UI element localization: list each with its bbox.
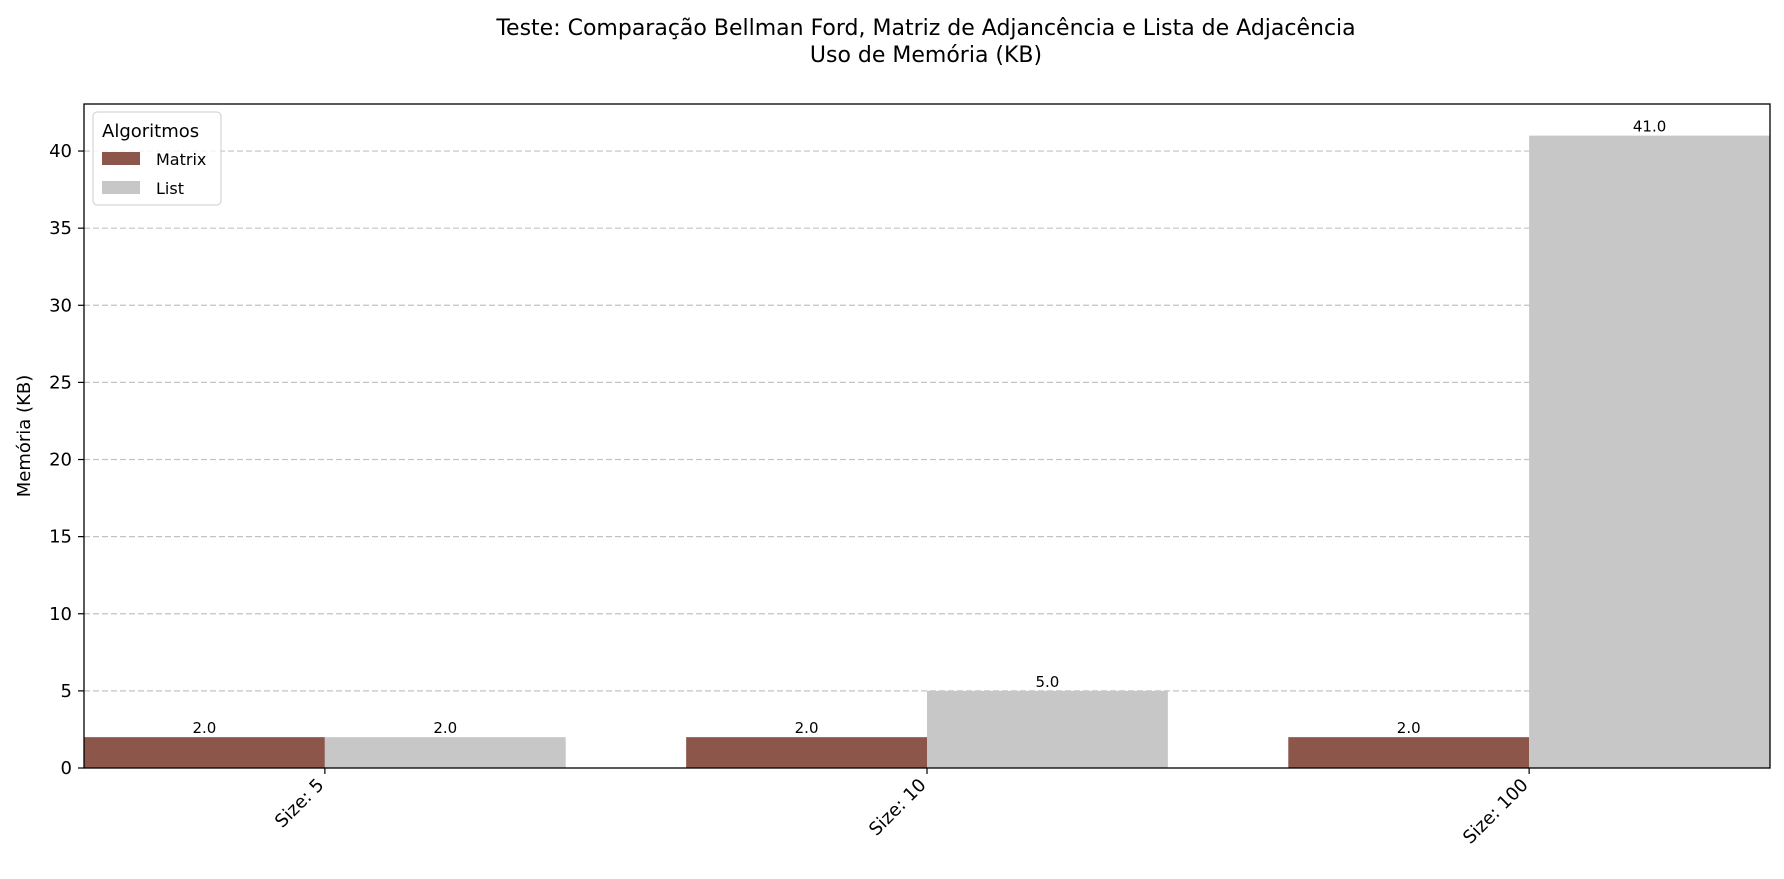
y-tick-label: 40: [49, 141, 72, 162]
y-axis-label: Memória (KB): [14, 375, 35, 498]
y-tick-label: 30: [49, 295, 72, 316]
bar-value-label: 2.0: [795, 719, 819, 737]
legend-swatch-matrix: [102, 152, 140, 165]
legend-label-matrix: Matrix: [156, 150, 206, 169]
bar-matrix: [84, 737, 325, 768]
x-axis: Size: 5 Size: 10 Size: 100: [271, 768, 1533, 848]
y-tick-label: 20: [49, 450, 72, 471]
x-tick-label: Size: 5: [271, 775, 328, 832]
chart-title: Teste: Comparação Bellman Ford, Matriz d…: [495, 16, 1355, 41]
y-tick-label: 35: [49, 218, 72, 239]
y-tick-label: 0: [61, 758, 72, 779]
bar-value-labels: 2.0 2.0 2.0 2.0 5.0 41.0: [192, 118, 1666, 738]
plot-area-frame: [83, 103, 1771, 769]
chart-subtitle: Uso de Memória (KB): [810, 43, 1042, 68]
y-tick-label: 25: [49, 372, 72, 393]
y-axis: 0 5 10 15 20 25 30 35 40: [49, 141, 84, 779]
bar-list: [927, 690, 1168, 768]
bar-value-label: 5.0: [1035, 673, 1059, 691]
legend-label-list: List: [156, 179, 184, 198]
bar-value-label: 2.0: [192, 719, 216, 737]
bar-list: [324, 737, 566, 768]
bar-list: [1529, 135, 1770, 769]
y-tick-label: 5: [61, 681, 72, 702]
x-tick-label: Size: 100: [1459, 775, 1533, 849]
bars: [84, 135, 1770, 769]
legend-title: Algoritmos: [102, 121, 199, 142]
bar-value-label: 2.0: [1397, 719, 1421, 737]
legend-swatch-list: [102, 181, 140, 194]
bar-matrix: [1288, 737, 1530, 768]
legend[interactable]: Algoritmos Matrix List: [92, 111, 222, 206]
bar-value-label: 2.0: [433, 719, 457, 737]
y-tick-label: 15: [49, 527, 72, 548]
grid-lines: [84, 150, 1770, 692]
y-tick-label: 10: [49, 604, 72, 625]
bar-matrix: [686, 737, 927, 768]
bar-value-label: 41.0: [1633, 118, 1666, 136]
x-tick-label: Size: 10: [865, 775, 931, 841]
